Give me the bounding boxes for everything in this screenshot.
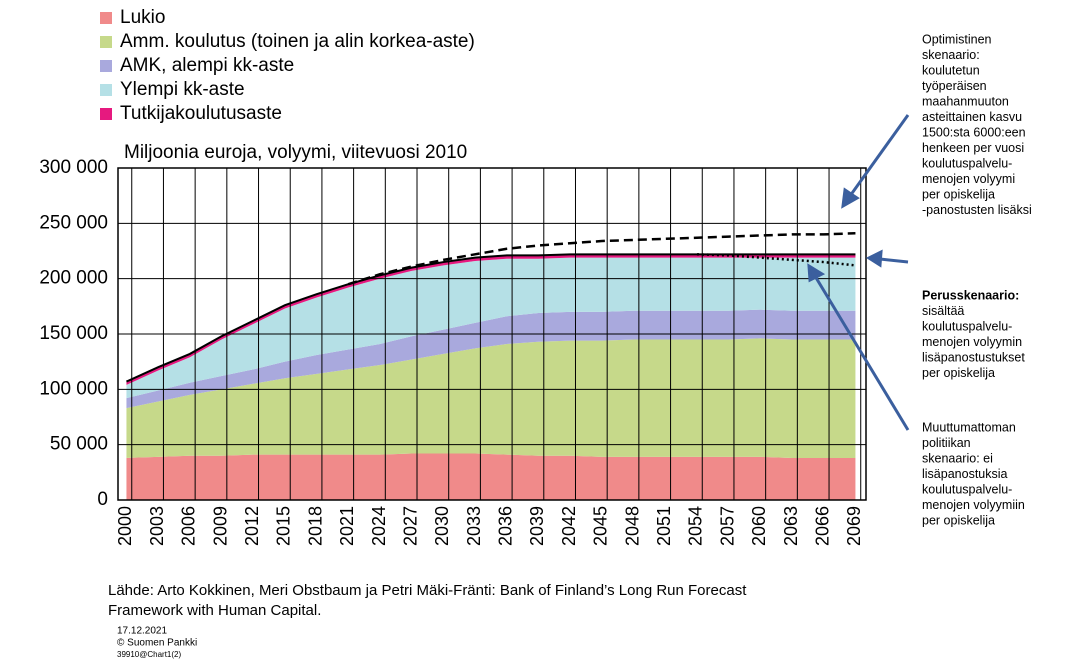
source: Lähde: Arto Kokkinen, Meri Obstbaum ja P… (108, 582, 747, 599)
x-tick-label: 2051 (654, 506, 674, 546)
legend-swatch (100, 36, 112, 48)
x-tick-label: 2009 (210, 506, 230, 546)
x-tick-label: 2000 (115, 506, 135, 546)
annotation-line: koulutuspalvelu- (922, 482, 1012, 496)
legend-swatch (100, 60, 112, 72)
annotation-line: sisältää (922, 304, 964, 318)
y-tick-label: 100 000 (39, 378, 108, 399)
legend-label: Amm. koulutus (toinen ja alin korkea-ast… (120, 31, 475, 52)
x-tick-label: 2006 (179, 506, 199, 546)
legend-label: Lukio (120, 7, 165, 28)
annotation-line: menojen volyymi (922, 172, 1015, 186)
x-tick-label: 2027 (400, 506, 420, 546)
annotation-line: koulutetun (922, 63, 980, 77)
annotation-line: per opiskelija (922, 513, 995, 527)
footer: © Suomen Pankki (117, 638, 197, 649)
x-tick-label: 2060 (749, 506, 769, 546)
legend-swatch (100, 84, 112, 96)
annotation-line: työperäisen (922, 79, 987, 93)
annotation-line: maahanmuuton (922, 94, 1009, 108)
x-tick-label: 2063 (781, 506, 801, 546)
annotation-line: Muuttumattoman (922, 420, 1016, 434)
annotation-line: politiikan (922, 436, 971, 450)
arrow (879, 257, 909, 264)
annotation-line: 1500:sta 6000:een (922, 125, 1026, 139)
x-tick-label: 2069 (844, 506, 864, 546)
legend-swatch (100, 108, 112, 120)
x-tick-label: 2048 (622, 506, 642, 546)
y-tick-label: 300 000 (39, 157, 108, 178)
annotation-line: koulutuspalvelu- (922, 156, 1012, 170)
annotation-line: per opiskelija (922, 366, 995, 380)
arrowhead (841, 187, 860, 209)
arrow (813, 275, 910, 431)
x-tick-label: 2021 (337, 506, 357, 546)
annotation-line: skenaario: ei (922, 451, 993, 465)
area (126, 338, 856, 458)
arrows (807, 114, 910, 431)
legend-swatch (100, 12, 112, 24)
scenario-line (347, 232, 856, 286)
x-tick-label: 2033 (464, 506, 484, 546)
annotation-line: per opiskelija (922, 187, 995, 201)
annotation-line: Optimistinen (922, 32, 992, 46)
annotation-title: Perusskenaario: (922, 288, 1019, 302)
y-tick-label: 50 000 (50, 434, 108, 455)
chart-subtitle: Miljoonia euroja, volyymi, viitevuosi 20… (124, 142, 467, 163)
y-tick-label: 150 000 (39, 323, 108, 344)
area (126, 453, 856, 500)
arrow (848, 114, 910, 197)
legend-label: AMK, alempi kk-aste (120, 55, 294, 76)
x-tick-label: 2042 (559, 506, 579, 546)
y-tick-label: 200 000 (39, 268, 108, 289)
x-tick-label: 2057 (717, 506, 737, 546)
annotation-line: koulutuspalvelu- (922, 319, 1012, 333)
x-tick-label: 2024 (369, 506, 389, 546)
x-tick-label: 2036 (496, 506, 516, 546)
x-tick-label: 2066 (812, 506, 832, 546)
legend-label: Tutkijakoulutusaste (120, 103, 282, 124)
arrowhead (865, 249, 883, 268)
x-tick-label: 2012 (242, 506, 262, 546)
area (126, 257, 856, 399)
total-line (126, 253, 856, 383)
annotation-line: asteittainen kasvu (922, 110, 1022, 124)
annotation-line: menojen volyymiin (922, 498, 1025, 512)
x-tick-label: 2015 (274, 506, 294, 546)
x-tick-label: 2045 (591, 506, 611, 546)
x-tick-label: 2030 (432, 506, 452, 546)
arrowhead (807, 263, 826, 283)
x-tick-label: 2003 (147, 506, 167, 546)
x-tick-label: 2018 (305, 506, 325, 546)
footer: 17.12.2021 (117, 626, 167, 637)
plot-frame (117, 167, 867, 501)
annotation-line: lisäpanostuksia (922, 467, 1008, 481)
legend-label: Ylempi kk-aste (120, 79, 245, 100)
annotation-line: menojen volyymin (922, 335, 1022, 349)
annotation-line: henkeen per vuosi (922, 141, 1024, 155)
footer: 39910@Chart1(2) (117, 650, 181, 659)
annotation-line: -panostusten lisäksi (922, 203, 1032, 217)
x-tick-label: 2054 (686, 506, 706, 546)
scenario-line (696, 253, 856, 267)
annotation-line: skenaario: (922, 48, 980, 62)
y-tick-label: 0 (97, 489, 108, 510)
y-tick-label: 250 000 (39, 212, 108, 233)
x-tick-label: 2039 (527, 506, 547, 546)
annotation-line: lisäpanostustukset (922, 350, 1025, 364)
source: Framework with Human Capital. (108, 602, 321, 619)
